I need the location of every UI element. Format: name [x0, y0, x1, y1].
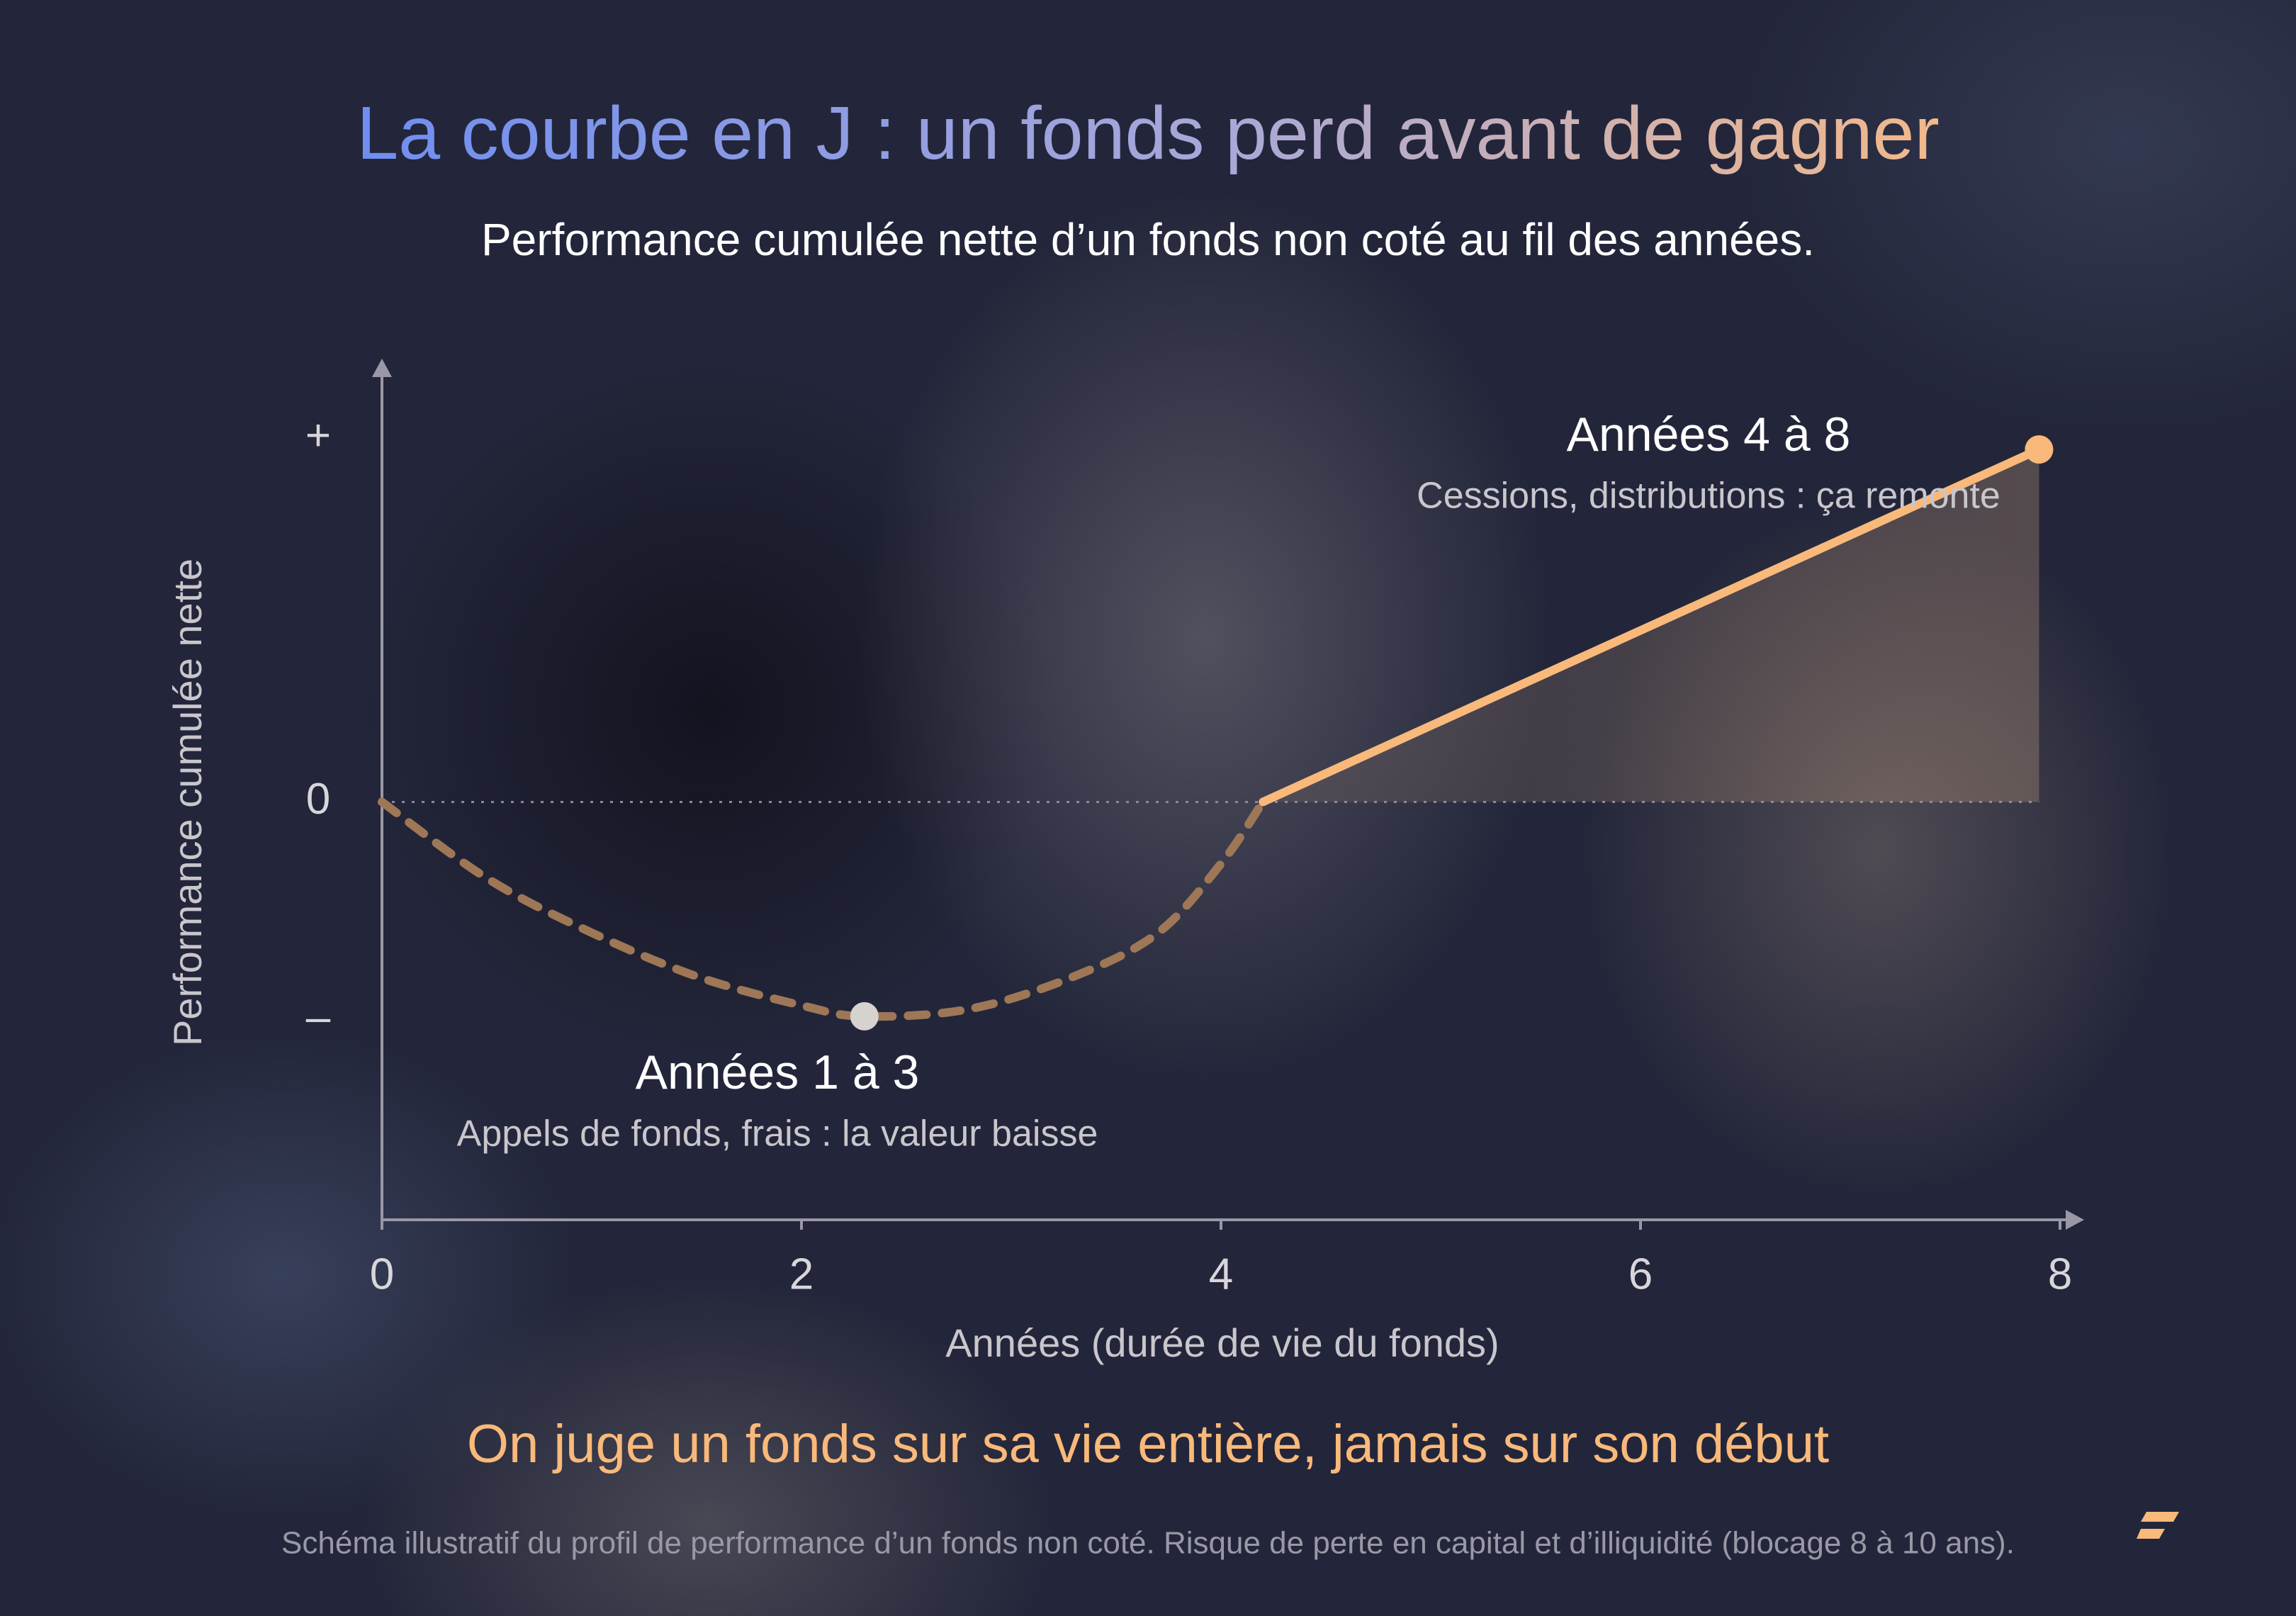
takeaway: On juge un fonds sur sa vie entière, jam…	[467, 1414, 1829, 1474]
annotation-title: Années 1 à 3	[636, 1045, 920, 1099]
chart-subtitle: Performance cumulée nette d’un fonds non…	[481, 214, 1815, 265]
annotation-text: Cessions, distributions : ça remonte	[1417, 476, 2000, 517]
annotation-text: Appels de fonds, frais : la valeur baiss…	[457, 1113, 1098, 1155]
y-axis-arrow	[372, 359, 392, 377]
y-tick-label: –	[306, 992, 331, 1041]
x-tick-label: 0	[370, 1250, 394, 1298]
y-tick-label: 0	[306, 775, 330, 824]
x-axis-arrow	[2066, 1210, 2084, 1230]
series-line	[378, 797, 1268, 1021]
series-line	[1259, 445, 2044, 807]
x-tick-label: 2	[789, 1250, 814, 1298]
chart-title: La courbe en J : un fonds perd avant de …	[356, 91, 1940, 175]
logo	[2137, 1512, 2179, 1539]
x-axis-label: Années (durée de vie du fonds)	[945, 1320, 1499, 1365]
y-axis-label: Performance cumulée nette	[165, 559, 210, 1046]
x-tick-label: 6	[1628, 1250, 1653, 1298]
disclaimer: Schéma illustratif du profil de performa…	[281, 1526, 2015, 1561]
annotation-title: Années 4 à 8	[1567, 408, 1851, 461]
highlight-point	[2025, 435, 2054, 464]
y-tick-label: +	[305, 411, 331, 460]
x-tick-label: 4	[1209, 1250, 1233, 1298]
x-tick-label: 8	[2048, 1250, 2072, 1298]
highlight-point	[850, 1001, 879, 1031]
